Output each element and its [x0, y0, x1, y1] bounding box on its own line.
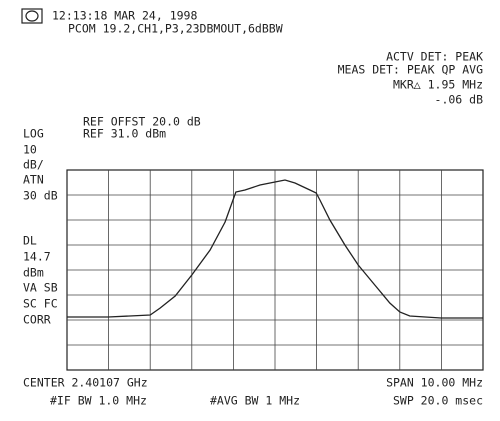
annotation: dBm — [23, 266, 44, 280]
annotation: dB/ — [23, 158, 44, 172]
annotation: 14.7 — [23, 250, 51, 264]
annotation: ACTV DET: PEAK — [386, 50, 483, 64]
annotation: REF OFFST 20.0 dB — [83, 115, 201, 129]
annotation: 30 dB — [23, 189, 58, 203]
annotation: DL — [23, 234, 37, 248]
annotation: MKR△ 1.95 MHz — [393, 78, 483, 92]
annotation: #IF BW 1.0 MHz — [50, 394, 147, 408]
annotation: LOG — [23, 127, 44, 141]
annotation: CENTER 2.40107 GHz — [23, 376, 148, 390]
annotation: MEAS DET: PEAK QP AVG — [338, 63, 483, 77]
annotation: SWP 20.0 msec — [393, 394, 483, 408]
annotation: PCOM 19.2,CH1,P3,23DBMOUT,6dBBW — [68, 22, 283, 36]
annotation: #AVG BW 1 MHz — [210, 394, 300, 408]
annotation: REF 31.0 dBm — [83, 127, 166, 141]
annotation: VA SB — [23, 281, 58, 295]
annotation: SPAN 10.00 MHz — [386, 376, 483, 390]
annotation: 10 — [23, 143, 37, 157]
annotation: SC FC — [23, 297, 58, 311]
annotation: ATN — [23, 173, 44, 187]
annotation: 12:13:18 MAR 24, 1998 — [52, 9, 197, 23]
trace — [67, 179, 483, 319]
logo — [21, 8, 43, 24]
annotation: CORR — [23, 313, 51, 327]
annotation: -.06 dB — [435, 93, 484, 107]
